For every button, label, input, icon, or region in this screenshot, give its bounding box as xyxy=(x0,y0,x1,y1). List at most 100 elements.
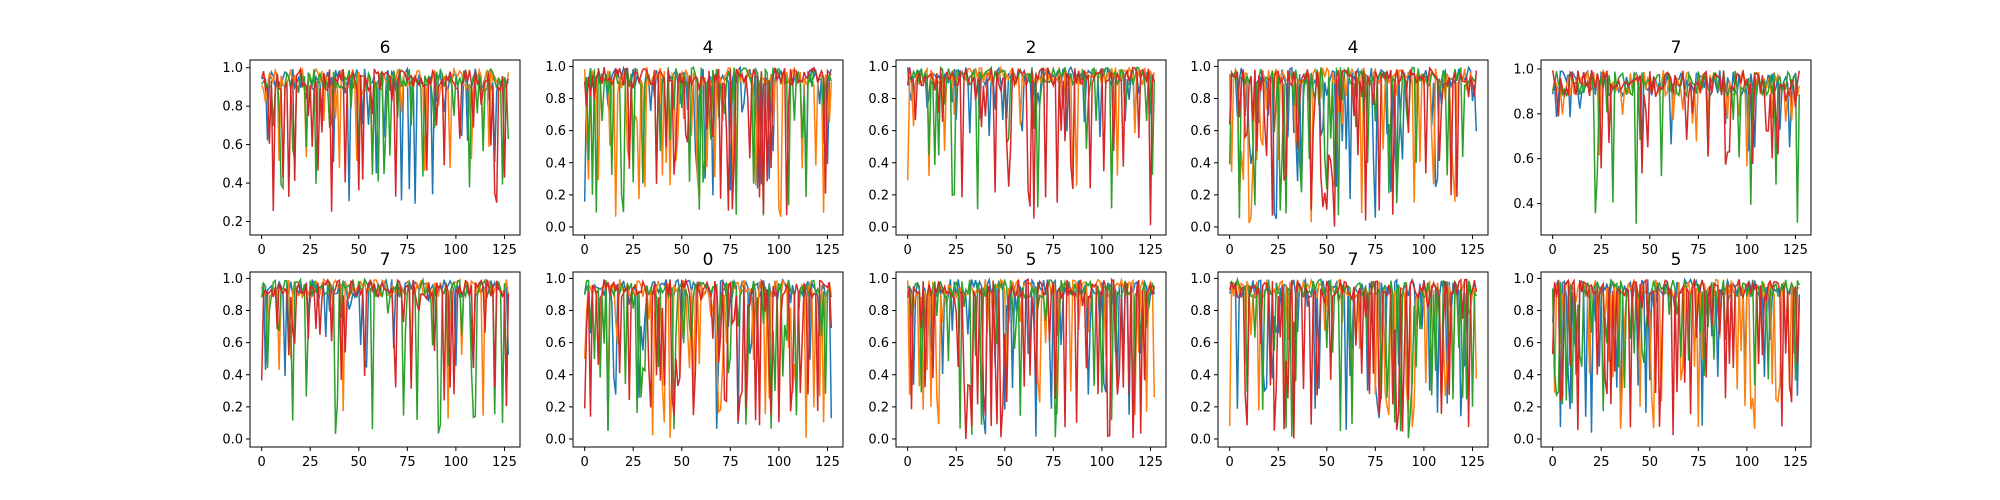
y-tick-label: 1.0 xyxy=(545,60,566,75)
y-tick-label: 0.8 xyxy=(545,92,566,107)
subplot-6: 0 25 50 75 100 125 0.0 0.2 0.4 0.6 0.8 1.0 7 xyxy=(222,250,521,470)
x-tick-label: 25 xyxy=(302,243,319,258)
subplot-title: 5 xyxy=(1026,250,1037,270)
y-tick-label: 0.6 xyxy=(1190,124,1211,139)
axes-frame xyxy=(249,59,521,236)
x-tick-label: 25 xyxy=(1270,455,1287,470)
y-tick-label: 0.0 xyxy=(222,432,243,447)
subplot-4: 0 25 50 75 100 125 0.0 0.2 0.4 0.6 0.8 1.0 4 xyxy=(1190,38,1489,258)
subplot-title: 0 xyxy=(703,250,714,270)
x-tick-label: 100 xyxy=(1734,243,1759,258)
x-tick-label: 125 xyxy=(1783,455,1808,470)
y-tick-label: 0.4 xyxy=(1190,368,1211,383)
x-tick-label: 0 xyxy=(1549,243,1557,258)
y-tick-label: 0.0 xyxy=(1190,432,1211,447)
axes-frame xyxy=(1217,271,1489,448)
x-tick-label: 50 xyxy=(997,455,1014,470)
x-tick-label: 125 xyxy=(492,243,517,258)
y-tick-label: 0.4 xyxy=(868,156,889,171)
y-tick-label: 0.0 xyxy=(1513,432,1534,447)
y-tick-label: 1.0 xyxy=(222,272,243,287)
x-tick-label: 75 xyxy=(1690,243,1707,258)
x-tick-label: 125 xyxy=(1460,243,1485,258)
subplot-5: 0 25 50 75 100 125 0.4 0.6 0.8 1.0 7 xyxy=(1513,38,1812,258)
subplot-title: 2 xyxy=(1026,38,1037,58)
x-tick-label: 75 xyxy=(399,243,416,258)
y-tick-label: 0.6 xyxy=(222,336,243,351)
y-tick-label: 0.4 xyxy=(1513,368,1534,383)
x-tick-label: 50 xyxy=(674,243,691,258)
x-tick-label: 125 xyxy=(1783,243,1808,258)
y-tick-label: 0.2 xyxy=(222,400,243,415)
y-tick-label: 0.4 xyxy=(545,368,566,383)
x-tick-label: 75 xyxy=(722,455,739,470)
x-tick-label: 25 xyxy=(625,243,642,258)
axes-frame xyxy=(1540,59,1812,236)
x-tick-label: 100 xyxy=(766,455,791,470)
subplot-title: 4 xyxy=(1348,38,1359,58)
subplot-title: 7 xyxy=(380,250,391,270)
y-tick-label: 0.6 xyxy=(545,336,566,351)
series-line-4 xyxy=(1228,278,1478,439)
y-tick-label: 0.6 xyxy=(868,124,889,139)
y-tick-label: 0.8 xyxy=(222,304,243,319)
x-tick-label: 75 xyxy=(1367,455,1384,470)
x-tick-label: 50 xyxy=(1642,455,1659,470)
y-tick-label: 0.2 xyxy=(1190,188,1211,203)
series-line-2 xyxy=(583,279,833,438)
x-tick-label: 75 xyxy=(722,243,739,258)
subplot-7: 0 25 50 75 100 125 0.0 0.2 0.4 0.6 0.8 1.0 0 xyxy=(545,250,844,470)
x-tick-label: 125 xyxy=(1460,455,1485,470)
x-tick-label: 100 xyxy=(766,243,791,258)
y-tick-label: 0.4 xyxy=(1190,156,1211,171)
x-tick-label: 100 xyxy=(443,243,468,258)
y-tick-label: 0.0 xyxy=(545,432,566,447)
x-tick-label: 0 xyxy=(581,243,589,258)
y-tick-label: 0.8 xyxy=(868,304,889,319)
series-line-3 xyxy=(907,278,1155,438)
subplot-title: 5 xyxy=(1671,250,1682,270)
x-tick-label: 75 xyxy=(1367,243,1384,258)
y-tick-label: 0.8 xyxy=(222,100,243,115)
x-tick-label: 100 xyxy=(1734,455,1759,470)
y-tick-label: 0.6 xyxy=(222,138,243,153)
x-tick-label: 50 xyxy=(997,243,1014,258)
series-line-4 xyxy=(1228,66,1478,227)
y-tick-label: 0.4 xyxy=(222,177,243,192)
x-tick-label: 100 xyxy=(443,455,468,470)
x-tick-label: 100 xyxy=(1411,243,1436,258)
y-tick-label: 0.2 xyxy=(868,400,889,415)
x-tick-label: 125 xyxy=(492,455,517,470)
y-tick-label: 0.6 xyxy=(868,336,889,351)
y-tick-label: 0.8 xyxy=(1190,304,1211,319)
x-tick-label: 75 xyxy=(1690,455,1707,470)
y-tick-label: 0.8 xyxy=(1513,107,1534,122)
x-tick-label: 100 xyxy=(1411,455,1436,470)
subplot-8: 0 25 50 75 100 125 0.0 0.2 0.4 0.6 0.8 1.0 5 xyxy=(868,250,1167,470)
y-tick-label: 0.2 xyxy=(1190,400,1211,415)
axes-frame xyxy=(895,59,1167,236)
y-tick-label: 1.0 xyxy=(1513,62,1534,77)
x-tick-label: 125 xyxy=(1138,455,1163,470)
axes-frame xyxy=(1540,271,1812,448)
x-tick-label: 0 xyxy=(1226,243,1234,258)
axes-frame xyxy=(572,59,844,236)
y-tick-label: 1.0 xyxy=(868,272,889,287)
x-tick-label: 125 xyxy=(815,243,840,258)
subplot-title: 6 xyxy=(380,38,391,58)
x-tick-label: 50 xyxy=(351,455,368,470)
series-line-3 xyxy=(907,65,1156,210)
subplot-1: 0 25 50 75 100 125 0.2 0.4 0.6 0.8 1.0 6 xyxy=(222,38,521,258)
y-tick-label: 0.0 xyxy=(1190,220,1211,235)
x-tick-label: 50 xyxy=(1319,455,1336,470)
subplot-10: 0 25 50 75 100 125 0.0 0.2 0.4 0.6 0.8 1.0 5 xyxy=(1513,250,1812,470)
subplot-2: 0 25 50 75 100 125 0.0 0.2 0.4 0.6 0.8 1.0 4 xyxy=(545,38,844,258)
y-tick-label: 0.0 xyxy=(545,220,566,235)
y-tick-label: 0.6 xyxy=(1513,152,1534,167)
x-tick-label: 0 xyxy=(581,455,589,470)
y-tick-label: 0.8 xyxy=(545,304,566,319)
subplot-title: 7 xyxy=(1348,250,1359,270)
y-tick-label: 0.2 xyxy=(545,188,566,203)
y-tick-label: 0.6 xyxy=(1513,336,1534,351)
x-tick-label: 25 xyxy=(1593,243,1610,258)
